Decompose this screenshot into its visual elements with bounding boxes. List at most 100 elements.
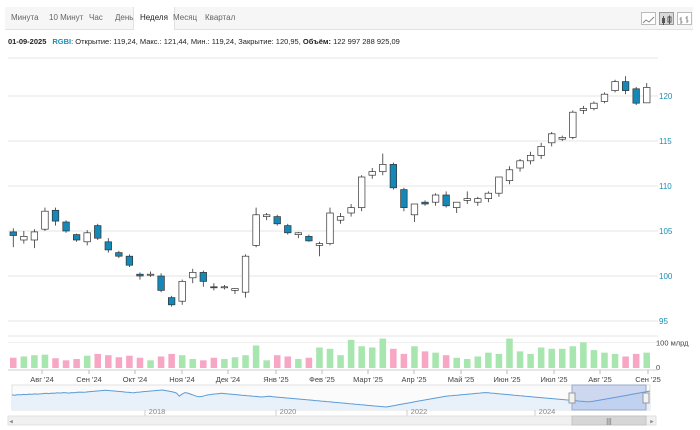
y-tick-label: 115 (659, 137, 672, 146)
tab-6[interactable]: Квартал (205, 13, 236, 22)
volume-bar (41, 354, 49, 368)
tab-0[interactable]: Минута (11, 13, 39, 22)
timeframe-tabbar: Минута 10 Минут Час День Неделя Месяц Квартал (5, 7, 693, 30)
candle-body (136, 273, 144, 277)
candle-body (199, 272, 207, 282)
volume-bar (548, 348, 555, 368)
candle-body (73, 234, 81, 241)
volume-bar (157, 356, 165, 368)
x-tick-label: Дек '24 (216, 375, 240, 384)
volume-bar (453, 357, 460, 368)
candle-body (178, 281, 186, 302)
volume-bar (368, 347, 376, 368)
volume-bar (411, 346, 418, 368)
time-axis: Авг '24 Сен '24 Окт '24 Ноя '24 Дек '24 Янв '… (30, 370, 661, 384)
candle-body (431, 194, 440, 203)
volume-bar (558, 348, 566, 368)
candle-body (558, 137, 566, 140)
navigator-year-label: 2020 (280, 407, 297, 416)
volume-bar (295, 359, 302, 368)
candle-body (41, 210, 49, 230)
volume-bar (474, 356, 482, 368)
candle-body (611, 81, 619, 91)
navigator-selection (571, 384, 647, 411)
tab-4[interactable]: Неделя (133, 7, 175, 30)
volume-bar (463, 359, 471, 368)
volume-bar (358, 346, 365, 368)
volume-bar (305, 357, 313, 368)
volume-bar (231, 357, 239, 368)
volume-bar (126, 355, 133, 368)
info-volume-label: Объём: (302, 37, 331, 46)
info-ohlc: : Открытие: 119,24, Макс.: 121,44, Мин.:… (71, 37, 301, 46)
candlestick-chart-icon[interactable] (659, 12, 674, 25)
bar-chart-icon[interactable] (677, 12, 692, 25)
candle-body (400, 189, 408, 208)
candle-body (548, 133, 556, 144)
candle-body (125, 255, 134, 266)
scroll-right-arrow-icon: ▸ (650, 419, 654, 426)
volume-bar (52, 358, 59, 368)
volume-bar (506, 338, 513, 368)
candle-body (263, 214, 271, 217)
volume-bar (284, 356, 292, 368)
candle-body (326, 212, 334, 244)
volume-bar (221, 359, 228, 368)
volume-bar (20, 356, 28, 368)
volume-bar (337, 355, 344, 368)
candle-body (284, 225, 292, 234)
volume-bar (569, 346, 577, 368)
candle-body (51, 209, 60, 222)
candle-body (537, 146, 545, 156)
candle-body (347, 207, 355, 214)
candle-body (516, 160, 524, 169)
tab-5[interactable]: Месяц (173, 13, 198, 22)
candle-body (146, 273, 155, 276)
candle-body (9, 231, 17, 236)
candle-body (505, 169, 514, 181)
x-tick-label: Янв '25 (263, 375, 288, 384)
volume-bar (643, 352, 650, 368)
x-tick-label: Июн '25 (493, 375, 520, 384)
tab-1[interactable]: 10 Минут (49, 13, 84, 22)
price-axis: 95 100 105 110 115 120 (659, 92, 673, 326)
candle-body (252, 214, 260, 246)
volume-bar (10, 357, 17, 368)
info-ticker: RGBI (52, 37, 72, 46)
scrollbar-grip-icon: ||| (606, 419, 612, 426)
y-tick-label: 110 (659, 182, 672, 191)
candle-body (210, 286, 218, 289)
candle-body (569, 111, 577, 138)
candle-body (83, 232, 91, 243)
candle-body (336, 216, 345, 221)
volume-bar (73, 359, 80, 368)
candle-body (115, 252, 123, 257)
volume-bar (147, 360, 154, 368)
candle-body (294, 232, 302, 235)
x-tick-label: Апр '25 (401, 375, 426, 384)
volume-bar (178, 355, 186, 368)
price-grid (8, 57, 658, 322)
volume-bar (115, 357, 123, 368)
candle-body (474, 198, 482, 203)
candle-body (643, 87, 651, 104)
tab-2[interactable]: Час (89, 13, 103, 22)
candle-body (463, 198, 471, 201)
candle-body (389, 164, 397, 189)
volume-bar (200, 360, 207, 368)
candle-body (305, 236, 313, 242)
candle-body (484, 192, 492, 199)
volume-bar (611, 353, 619, 368)
candle-body (273, 216, 281, 225)
tab-3[interactable]: День (115, 13, 134, 22)
line-chart-icon[interactable] (641, 12, 656, 25)
navigator-handle-left (568, 392, 576, 404)
volume-bar (442, 355, 450, 368)
volume-bar (31, 355, 38, 368)
volume-bar (105, 355, 112, 368)
y-tick-label: 105 (659, 227, 673, 236)
y-tick-label: 120 (659, 92, 673, 101)
candle-body (621, 81, 630, 91)
candle-body (231, 288, 239, 291)
